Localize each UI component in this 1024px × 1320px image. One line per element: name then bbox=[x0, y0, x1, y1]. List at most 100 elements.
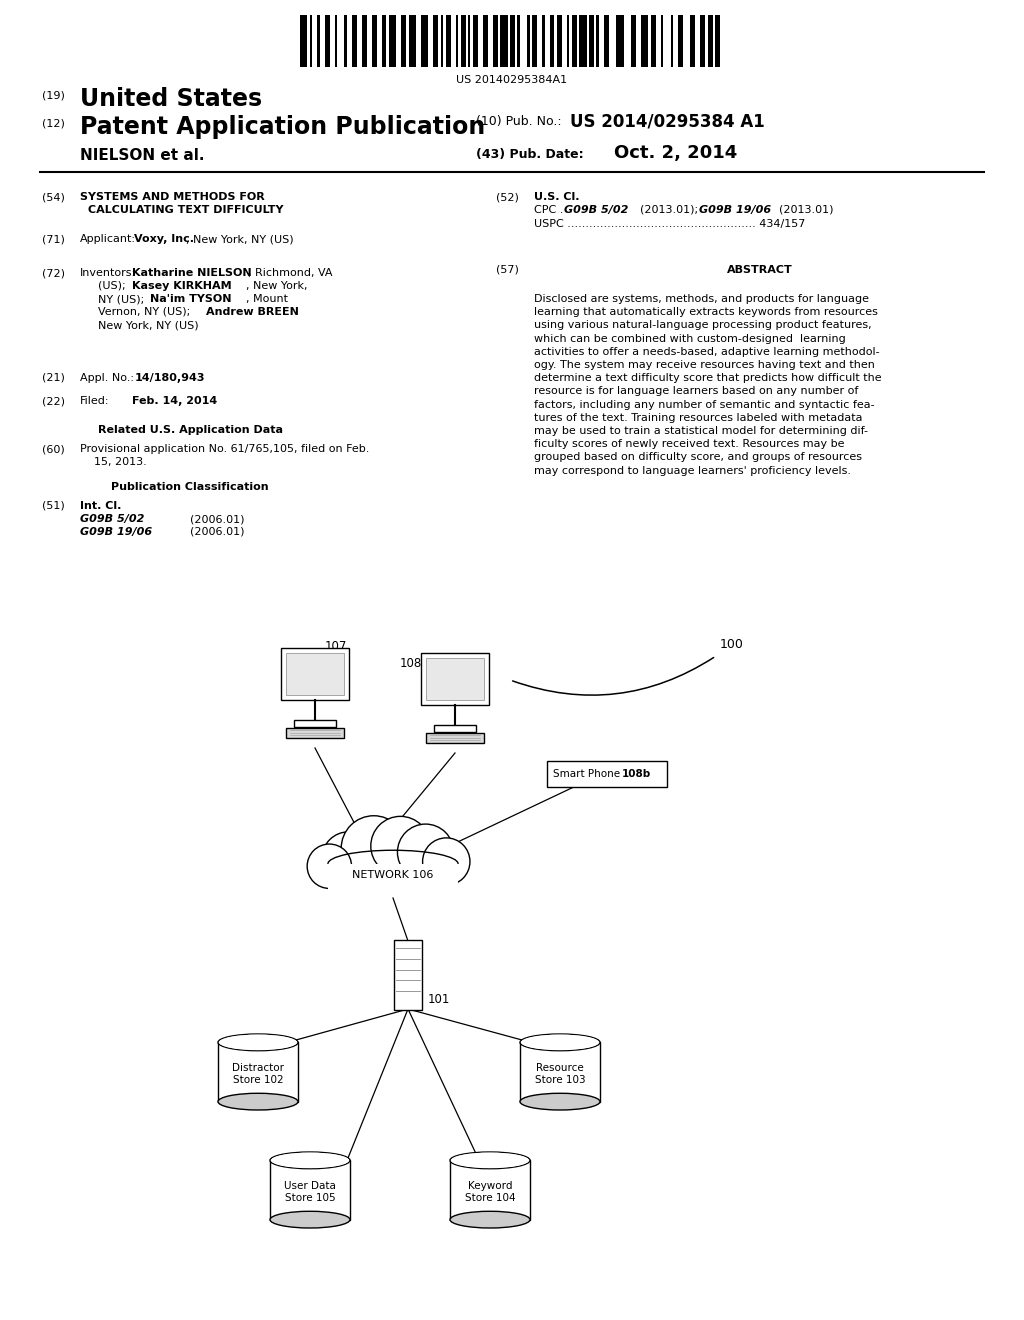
Text: determine a text difficulty score that predicts how difficult the: determine a text difficulty score that p… bbox=[534, 374, 882, 383]
Text: New York, NY (US): New York, NY (US) bbox=[98, 319, 199, 330]
Text: ficulty scores of newly received text. Resources may be: ficulty scores of newly received text. R… bbox=[534, 440, 845, 449]
Text: 101: 101 bbox=[428, 993, 451, 1006]
Text: G09B 5/02: G09B 5/02 bbox=[564, 205, 629, 215]
Ellipse shape bbox=[218, 1034, 298, 1051]
Text: Resource
Store 103: Resource Store 103 bbox=[535, 1063, 586, 1085]
Bar bbox=[433, 15, 438, 67]
Text: may correspond to language learners' proficiency levels.: may correspond to language learners' pro… bbox=[534, 466, 851, 475]
Text: G09B 19/06: G09B 19/06 bbox=[699, 205, 771, 215]
Text: (2006.01): (2006.01) bbox=[190, 527, 245, 537]
Bar bbox=[382, 15, 386, 67]
Bar bbox=[426, 733, 484, 743]
Bar bbox=[493, 15, 498, 67]
Bar bbox=[532, 15, 538, 67]
Bar bbox=[631, 15, 636, 67]
Ellipse shape bbox=[520, 1034, 600, 1051]
Text: Smart Phone: Smart Phone bbox=[553, 770, 624, 779]
Bar bbox=[461, 15, 466, 67]
Bar bbox=[317, 15, 319, 67]
Text: (12): (12) bbox=[42, 117, 65, 128]
Bar bbox=[286, 653, 344, 696]
Bar bbox=[671, 15, 673, 67]
Bar bbox=[344, 15, 347, 67]
Bar bbox=[651, 15, 655, 67]
Text: Kasey KIRKHAM: Kasey KIRKHAM bbox=[132, 281, 231, 290]
Ellipse shape bbox=[218, 1093, 298, 1110]
Bar bbox=[421, 15, 428, 67]
Bar bbox=[483, 15, 487, 67]
Text: Keyword
Store 104: Keyword Store 104 bbox=[465, 1181, 515, 1203]
Text: (72): (72) bbox=[42, 268, 65, 279]
Text: , New York, NY (US): , New York, NY (US) bbox=[186, 234, 294, 244]
Text: Related U.S. Application Data: Related U.S. Application Data bbox=[97, 425, 283, 436]
Bar bbox=[270, 1160, 350, 1220]
Bar bbox=[580, 15, 587, 67]
Bar bbox=[401, 15, 407, 67]
Text: Applicant:: Applicant: bbox=[80, 234, 136, 244]
Text: (60): (60) bbox=[42, 444, 65, 454]
Bar bbox=[286, 729, 344, 738]
Bar bbox=[310, 15, 312, 67]
Bar bbox=[218, 1043, 298, 1102]
Bar bbox=[616, 15, 624, 67]
Bar bbox=[557, 15, 562, 67]
Bar bbox=[500, 15, 508, 67]
Ellipse shape bbox=[451, 1152, 529, 1168]
Bar bbox=[445, 15, 451, 67]
Text: (10) Pub. No.:: (10) Pub. No.: bbox=[476, 115, 561, 128]
Text: (2006.01): (2006.01) bbox=[190, 513, 245, 524]
Bar bbox=[468, 15, 470, 67]
Text: (51): (51) bbox=[42, 502, 65, 511]
Text: (2013.01);: (2013.01); bbox=[640, 205, 698, 215]
Bar bbox=[335, 15, 337, 67]
Text: activities to offer a needs-based, adaptive learning methodol-: activities to offer a needs-based, adapt… bbox=[534, 347, 880, 356]
Text: Distractor
Store 102: Distractor Store 102 bbox=[232, 1063, 284, 1085]
Circle shape bbox=[307, 843, 351, 888]
Text: Katharine NIELSON: Katharine NIELSON bbox=[132, 268, 252, 279]
Bar bbox=[394, 940, 422, 1010]
Text: 14/180,943: 14/180,943 bbox=[135, 374, 206, 383]
Circle shape bbox=[423, 838, 470, 886]
Text: CALCULATING TEXT DIFFICULTY: CALCULATING TEXT DIFFICULTY bbox=[88, 205, 284, 215]
Text: USPC .................................................... 434/157: USPC ...................................… bbox=[534, 219, 805, 228]
Text: (2013.01): (2013.01) bbox=[779, 205, 834, 215]
Text: Appl. No.:: Appl. No.: bbox=[80, 374, 134, 383]
Text: Feb. 14, 2014: Feb. 14, 2014 bbox=[132, 396, 217, 407]
Text: which can be combined with custom-designed  learning: which can be combined with custom-design… bbox=[534, 334, 846, 343]
Text: US 20140295384A1: US 20140295384A1 bbox=[457, 75, 567, 84]
Bar bbox=[426, 657, 484, 700]
Text: factors, including any number of semantic and syntactic fea-: factors, including any number of semanti… bbox=[534, 400, 874, 409]
Text: CPC .: CPC . bbox=[534, 205, 563, 215]
Text: ABSTRACT: ABSTRACT bbox=[727, 265, 793, 275]
Text: Provisional application No. 61/765,105, filed on Feb.: Provisional application No. 61/765,105, … bbox=[80, 444, 370, 454]
Ellipse shape bbox=[521, 1035, 599, 1051]
Text: NIELSON et al.: NIELSON et al. bbox=[80, 148, 205, 162]
Bar bbox=[409, 15, 416, 67]
Circle shape bbox=[371, 816, 430, 875]
Text: 108b: 108b bbox=[622, 770, 651, 779]
Bar bbox=[456, 15, 458, 67]
Text: Na'im TYSON: Na'im TYSON bbox=[150, 294, 231, 304]
Text: United States: United States bbox=[80, 87, 262, 111]
Bar bbox=[715, 15, 720, 67]
Text: 107: 107 bbox=[325, 640, 347, 653]
Text: 100: 100 bbox=[720, 638, 743, 651]
Bar bbox=[421, 653, 489, 705]
Text: may be used to train a statistical model for determining dif-: may be used to train a statistical model… bbox=[534, 426, 868, 436]
Text: grouped based on difficulty score, and groups of resources: grouped based on difficulty score, and g… bbox=[534, 453, 862, 462]
Bar bbox=[473, 15, 478, 67]
FancyBboxPatch shape bbox=[547, 762, 667, 787]
Bar bbox=[325, 15, 330, 67]
Text: NETWORK 106: NETWORK 106 bbox=[352, 870, 434, 880]
Bar bbox=[567, 15, 569, 67]
Text: Vernon, NY (US);: Vernon, NY (US); bbox=[98, 308, 190, 317]
Text: Filed:: Filed: bbox=[80, 396, 110, 407]
Circle shape bbox=[341, 816, 407, 880]
Text: , Mount: , Mount bbox=[246, 294, 288, 304]
Bar bbox=[700, 15, 706, 67]
Text: Patent Application Publication: Patent Application Publication bbox=[80, 115, 485, 139]
Bar bbox=[604, 15, 609, 67]
Text: User Data
Store 105: User Data Store 105 bbox=[284, 1181, 336, 1203]
Bar bbox=[352, 15, 356, 67]
Text: , Richmond, VA: , Richmond, VA bbox=[248, 268, 333, 279]
